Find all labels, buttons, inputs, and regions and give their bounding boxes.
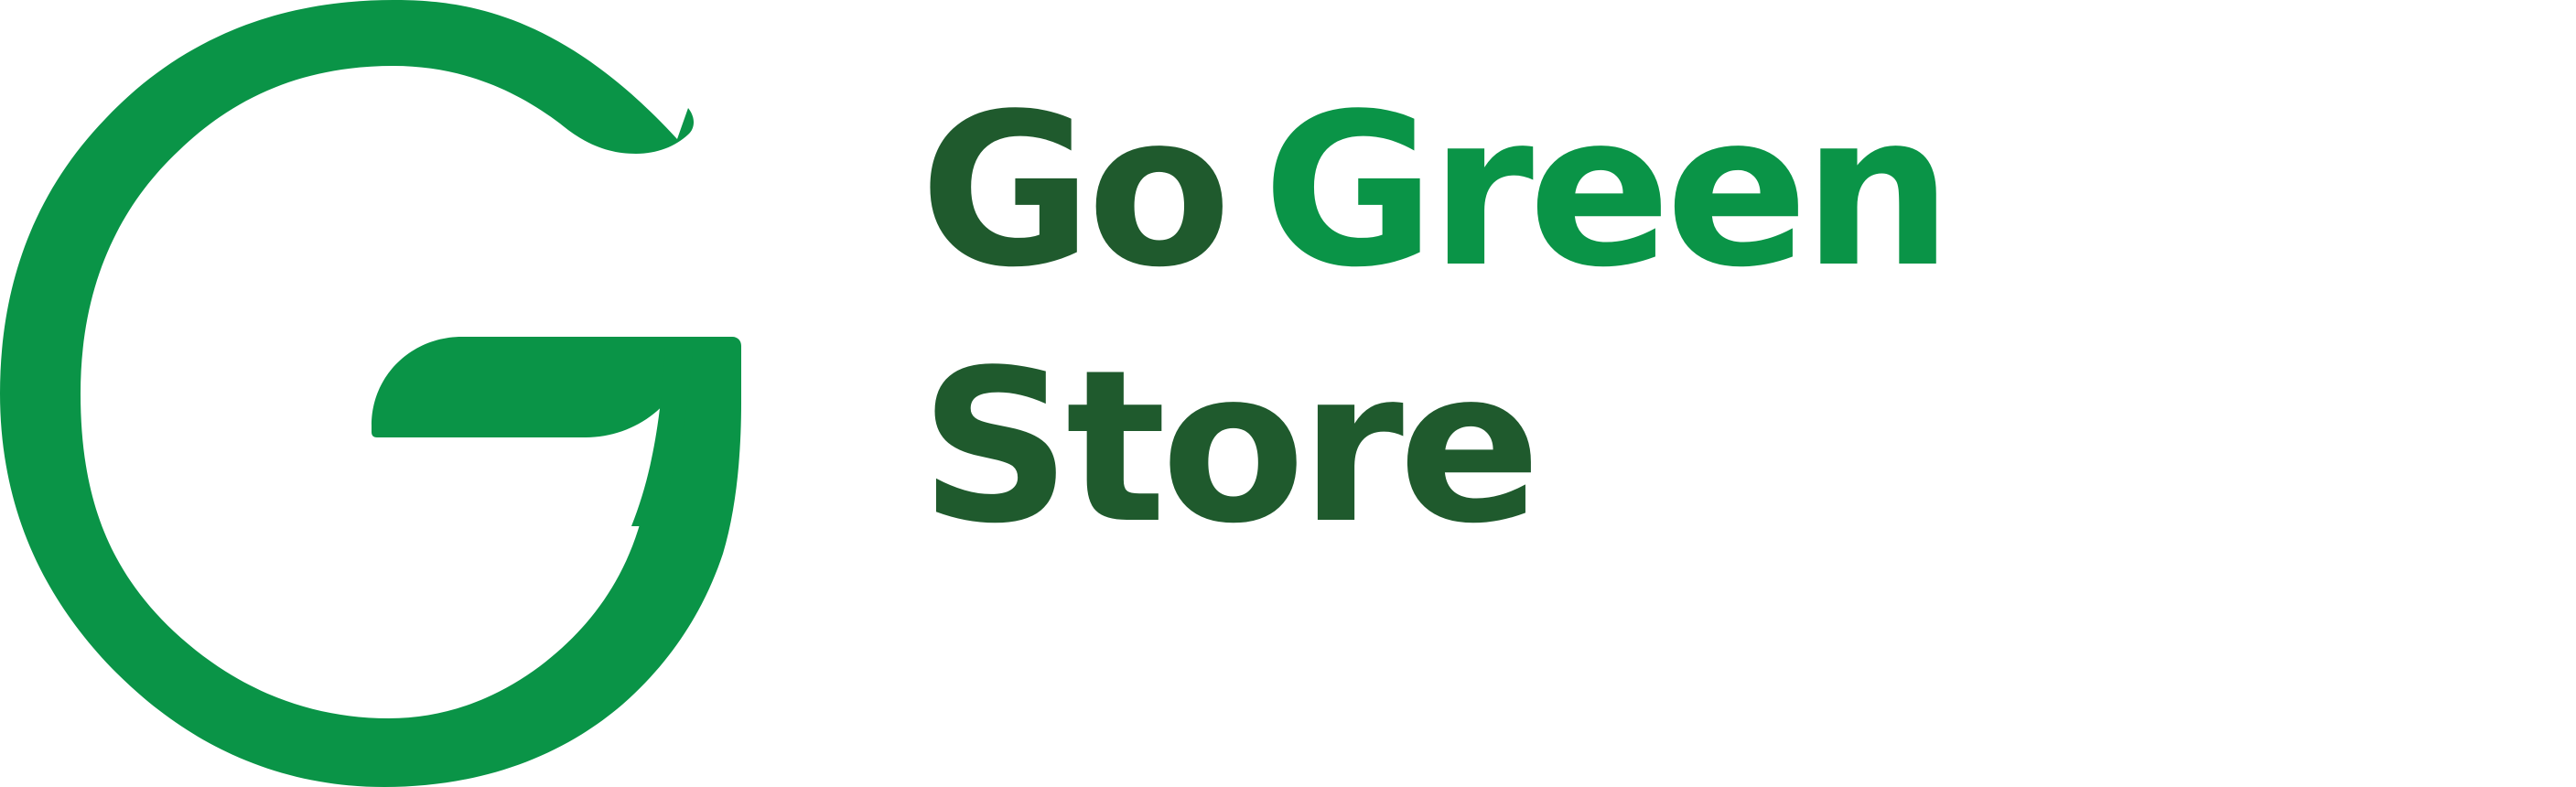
wordmark-go: Go bbox=[920, 70, 1232, 314]
wordmark-line-1: Go Green bbox=[920, 87, 1953, 297]
wordmark-green: Green bbox=[1262, 70, 1953, 314]
g-leaf-shape bbox=[372, 337, 741, 437]
g-leaf-mark-icon bbox=[0, 0, 741, 787]
wordmark-store: Store bbox=[920, 326, 1541, 570]
brand-wordmark: Go Green Store bbox=[920, 87, 1953, 554]
wordmark-line-2: Store bbox=[920, 343, 1947, 554]
g-leaf-stem-shape bbox=[631, 348, 693, 526]
